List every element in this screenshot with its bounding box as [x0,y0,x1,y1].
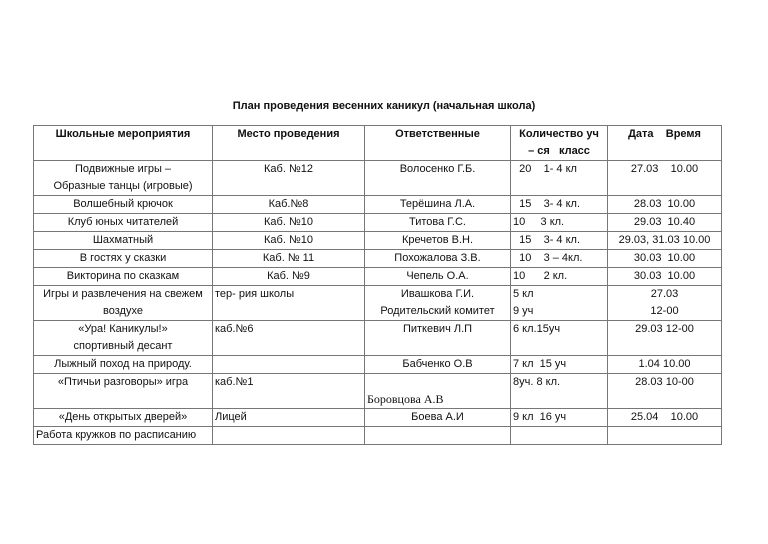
cell-responsible: Кречетов В.Н. [364,231,511,250]
table-row: «Ура! Каникулы!» спортивный десант каб.№6… [33,320,722,356]
cell-responsible: Чепель О.А. [364,267,511,286]
cell-responsible: Ивашкова Г.И. Родительский комитет [364,285,511,321]
header-count: Количество уч – ся класс [510,125,608,161]
cell-event: Клуб юных читателей [33,213,213,232]
cell-date-time: 29.03 10.40 [607,213,722,232]
cell-event: Подвижные игры – Образные танцы (игровые… [33,160,213,196]
table-row: Работа кружков по расписанию [33,426,722,445]
cell-count: 6 кл.15уч [510,320,608,356]
cell-responsible: Боровцова А.В [364,373,511,409]
cell-count [510,426,608,445]
schedule-table: Школьные мероприятия Место проведения От… [33,125,722,445]
cell-count: 10 2 кл. [510,267,608,286]
table-row: Волшебный крючок Каб.№8 Терёшина Л.А. 15 3… [33,195,722,214]
cell-event: Игры и развлечения на свежем воздухе [33,285,213,321]
cell-count: 8уч. 8 кл. [510,373,608,409]
cell-responsible: Боева А.И [364,408,511,427]
cell-date-time: 27.03 12-00 [607,285,722,321]
cell-count: 10 3 кл. [510,213,608,232]
cell-place: Каб. №10 [212,213,365,232]
table-row: «День открытых дверей» Лицей Боева А.И 9 кл… [33,408,722,427]
cell-place: Каб. №12 [212,160,365,196]
cell-count: 7 кл 15 уч [510,355,608,374]
cell-date-time [607,426,722,445]
cell-place: Каб. №9 [212,267,365,286]
cell-place: Каб.№8 [212,195,365,214]
table-row: Лыжный поход на природу. Бабченко О.В 7 кл… [33,355,722,374]
cell-event: «Птичьи разговоры» игра [33,373,213,409]
cell-count: 10 3 – 4кл. [510,249,608,268]
cell-responsible: Терёшина Л.А. [364,195,511,214]
cell-place: каб.№1 [212,373,365,409]
cell-event: Лыжный поход на природу. [33,355,213,374]
cell-place: Каб. № 11 [212,249,365,268]
cell-responsible: Питкевич Л.П [364,320,511,356]
cell-responsible [364,426,511,445]
table-row: Клуб юных читателей Каб. №10 Титова Г.С. 10… [33,213,722,232]
cell-count: 15 3- 4 кл. [510,195,608,214]
cell-count: 9 кл 16 уч [510,408,608,427]
cell-date-time: 30.03 10.00 [607,249,722,268]
table-row: Игры и развлечения на свежем воздухе тер-… [33,285,722,321]
cell-place: Каб. №10 [212,231,365,250]
cell-event: Шахматный [33,231,213,250]
cell-date-time: 29.03 12-00 [607,320,722,356]
cell-event: Работа кружков по расписанию [33,426,213,445]
cell-date-time: 25.04 10.00 [607,408,722,427]
table-header-row: Школьные мероприятия Место проведения От… [33,125,722,161]
cell-event: Викторина по сказкам [33,267,213,286]
header-place: Место проведения [212,125,365,161]
cell-date-time: 30.03 10.00 [607,267,722,286]
cell-event: «Ура! Каникулы!» спортивный десант [33,320,213,356]
table-row: Викторина по сказкам Каб. №9 Чепель О.А. 10… [33,267,722,286]
cell-responsible: Волосенко Г.Б. [364,160,511,196]
cell-responsible: Бабченко О.В [364,355,511,374]
cell-place: каб.№6 [212,320,365,356]
header-responsible: Ответственные [364,125,511,161]
cell-place: Лицей [212,408,365,427]
cell-date-time: 28.03 10.00 [607,195,722,214]
table-row: Шахматный Каб. №10 Кречетов В.Н. 15 3- 4 к… [33,231,722,250]
cell-date-time: 27.03 10.00 [607,160,722,196]
table-row: Подвижные игры – Образные танцы (игровые… [33,160,722,196]
cell-date-time: 29.03, 31.03 10.00 [607,231,722,250]
cell-place [212,426,365,445]
cell-responsible: Титова Г.С. [364,213,511,232]
cell-date-time: 1.04 10.00 [607,355,722,374]
cell-count: 20 1- 4 кл [510,160,608,196]
cell-place: тер- рия школы [212,285,365,321]
cell-count: 15 3- 4 кл. [510,231,608,250]
cell-responsible: Похожалова З.В. [364,249,511,268]
table-row: «Птичьи разговоры» игра каб.№1 Боровцова А… [33,373,722,409]
header-events: Школьные мероприятия [33,125,213,161]
cell-place [212,355,365,374]
cell-event: Волшебный крючок [33,195,213,214]
cell-event: «День открытых дверей» [33,408,213,427]
document-title: План проведения весенних каникул (началь… [232,100,536,112]
header-date-time: Дата Время [607,125,722,161]
cell-count: 5 кл 9 уч [510,285,608,321]
table-row: В гостях у сказки Каб. № 11 Похожалова З.В… [33,249,722,268]
cell-event: В гостях у сказки [33,249,213,268]
cell-date-time: 28.03 10-00 [607,373,722,409]
